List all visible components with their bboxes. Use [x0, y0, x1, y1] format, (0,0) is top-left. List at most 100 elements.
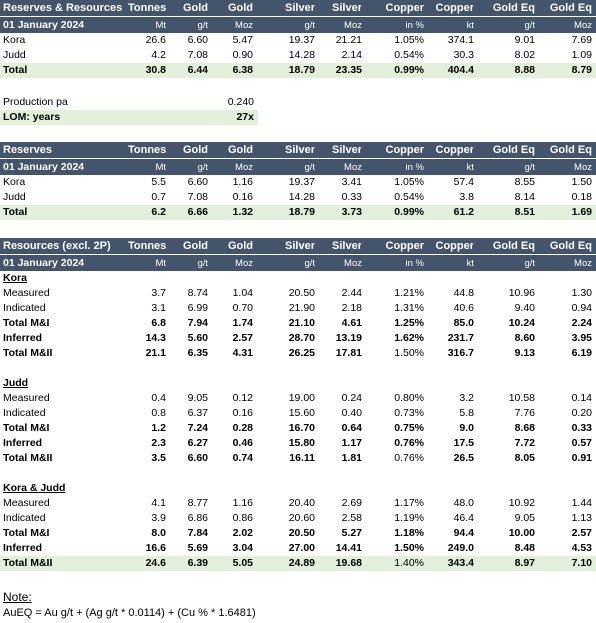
cell: Moz	[319, 158, 366, 175]
cell: 5.05	[212, 556, 257, 571]
cell: 8.77	[187, 497, 208, 509]
cell: 6.38	[212, 63, 257, 78]
cell: Kora	[3, 34, 26, 46]
cell: Total M&I	[3, 527, 50, 539]
cell: 1.32	[212, 205, 257, 220]
cell: 0.99%	[366, 63, 428, 78]
cell: g/t	[478, 254, 539, 271]
cell: 0.20	[571, 407, 592, 419]
cell: Tonnes	[125, 142, 170, 159]
cell: 21.90	[288, 302, 315, 314]
cell: 3.95	[571, 332, 592, 344]
cell: 7.24	[187, 422, 208, 434]
cell: 10.58	[508, 392, 535, 404]
cell: g/t	[170, 16, 212, 33]
cell: 6.35	[187, 347, 208, 359]
row: Total M&II 3.5 6.60 0.74 16.11 1.81 0.76% 26.5 8…	[0, 451, 596, 466]
cell: Moz	[539, 158, 596, 175]
cell: Judd	[3, 49, 26, 61]
row: Kora 26.6 6.60 5.47 19.37 21.21 1.05% 374.1 9.01…	[0, 33, 596, 48]
cell: Silver	[319, 0, 366, 17]
cell: g/t	[478, 158, 539, 175]
row: Total 30.8 6.44 6.38 18.79 23.35 0.99% 404.4 8.8…	[0, 63, 596, 78]
cell: 0.14	[571, 392, 592, 404]
cell: 2.44	[341, 287, 362, 299]
cell: 0.90	[232, 49, 253, 61]
cell: 0.80%	[394, 392, 424, 404]
cell: 6.60	[187, 34, 208, 46]
cell: 8.55	[514, 176, 535, 188]
cell: 94.4	[453, 527, 474, 539]
spacer-row	[0, 361, 596, 376]
spacer	[0, 361, 596, 376]
cell: 1.21%	[394, 287, 424, 299]
cell: Inferred	[3, 542, 43, 554]
cell: Production pa	[3, 96, 68, 108]
cell: 8.0	[151, 527, 166, 539]
section-heading: Kora	[3, 272, 27, 284]
cell: Gold	[212, 0, 257, 17]
cell: 18.79	[257, 205, 319, 220]
cell: Gold	[170, 0, 212, 17]
cell: Mt	[125, 16, 170, 33]
cell: 7.10	[539, 556, 596, 571]
cell: 10.00	[508, 527, 535, 539]
cell: 01 January 2024	[0, 254, 125, 271]
cell: g/t	[257, 16, 319, 33]
cell: 30.8	[125, 63, 170, 78]
cell: 1.25%	[394, 317, 424, 329]
cell: 4.2	[151, 49, 166, 61]
cell: 0.16	[232, 407, 253, 419]
cell: 21.10	[288, 317, 315, 329]
cell: 27x	[212, 110, 258, 125]
cell: 14.28	[288, 191, 315, 203]
cell: 5.60	[187, 332, 208, 344]
spacer	[0, 466, 596, 481]
cell: 1.09	[571, 49, 592, 61]
row: Production pa 0.240	[0, 95, 258, 110]
cell: 8.14	[514, 191, 535, 203]
cell: 6.66	[170, 205, 212, 220]
cell: 4.31	[232, 347, 253, 359]
cell: 17.81	[335, 347, 362, 359]
cell: Moz	[319, 254, 366, 271]
cell: Copper	[366, 238, 428, 255]
row: Total M&II 21.1 6.35 4.31 26.25 17.81 1.50% 316…	[0, 346, 596, 361]
cell: 26.25	[288, 347, 315, 359]
cell: 9.13	[514, 347, 535, 359]
reserves-table: Reserves Tonnes Gold Gold Silver Silver Copper…	[0, 142, 596, 220]
cell: Gold Eq	[478, 0, 539, 17]
cell: Moz	[539, 254, 596, 271]
cell: 1.17%	[394, 497, 424, 509]
cell: 1.18%	[394, 527, 424, 539]
cell: 4.1	[151, 497, 166, 509]
cell: 1.50%	[394, 542, 424, 554]
cell: 14.3	[145, 332, 166, 344]
cell: 8.48	[514, 542, 535, 554]
cell: 61.2	[428, 205, 478, 220]
row: Measured 0.4 9.05 0.12 19.00 0.24 0.80% 3.2 10.5…	[0, 391, 596, 406]
cell: 8.88	[478, 63, 539, 78]
cell: 6.60	[187, 176, 208, 188]
cell: 40.6	[453, 302, 474, 314]
cell: 8.97	[478, 556, 539, 571]
cell: Silver	[319, 238, 366, 255]
cell: 3.73	[319, 205, 366, 220]
cell: 1.19%	[394, 512, 424, 524]
section-heading-row: Kora	[0, 271, 596, 286]
cell: Copper	[366, 142, 428, 159]
cell: Silver	[257, 142, 319, 159]
cell: 0.4	[151, 392, 166, 404]
cell: g/t	[170, 158, 212, 175]
cell: 1.05%	[394, 34, 424, 46]
cell: 0.24	[341, 392, 362, 404]
cell: 0.64	[341, 422, 362, 434]
cell: 2.57	[232, 332, 253, 344]
cell: 1.30	[571, 287, 592, 299]
cell: 7.76	[514, 407, 535, 419]
cell: 0.240	[227, 96, 254, 108]
cell: Moz	[212, 16, 257, 33]
cell: Mt	[125, 158, 170, 175]
cell: 1.16	[232, 176, 253, 188]
